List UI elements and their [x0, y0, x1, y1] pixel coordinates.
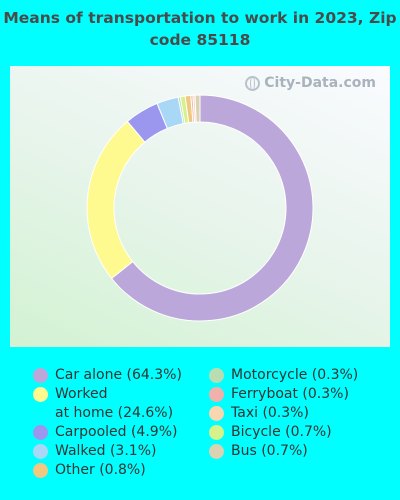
- donut-slice-0: [110, 94, 314, 322]
- legend-column-left: Car alone (64.3%) Worked at home (24.6%) Ca…: [33, 366, 182, 480]
- watermark-text: City-Data.com: [264, 75, 376, 91]
- legend-label: Motorcycle (0.3%): [231, 367, 359, 383]
- watermark: City-Data.com: [245, 75, 376, 91]
- donut-slice-9: [194, 94, 201, 123]
- legend-swatch: [209, 368, 224, 383]
- legend-item: Carpooled (4.9%): [33, 423, 182, 442]
- legend-swatch: [33, 425, 48, 440]
- legend-label: Worked: [55, 386, 108, 402]
- legend-swatch: [33, 444, 48, 459]
- legend-swatch: [209, 444, 224, 459]
- legend-label: at home (24.6%): [55, 405, 174, 421]
- legend-label: Carpooled (4.9%): [55, 424, 178, 440]
- legend-swatch: [33, 387, 48, 402]
- legend-label: Taxi (0.3%): [231, 405, 309, 421]
- plot-area: City-Data.com: [10, 66, 390, 347]
- legend-item: Other (0.8%): [33, 461, 182, 480]
- donut-chart: [86, 94, 314, 322]
- legend-swatch: [209, 406, 224, 421]
- legend-label: Other (0.8%): [55, 462, 146, 478]
- legend-swatch: [33, 368, 48, 383]
- legend-label: Walked (3.1%): [55, 443, 157, 459]
- donut-slice-1: [86, 120, 146, 280]
- legend-item: Walked (3.1%): [33, 442, 182, 461]
- legend-item: Car alone (64.3%): [33, 366, 182, 385]
- legend-item: Bicycle (0.7%): [209, 423, 358, 442]
- legend-label: Car alone (64.3%): [55, 367, 182, 383]
- legend-swatch: [209, 387, 224, 402]
- legend-item: Bus (0.7%): [209, 442, 358, 461]
- legend-swatch: [33, 463, 48, 478]
- legend-item: Motorcycle (0.3%): [209, 366, 358, 385]
- chart-title: Means of transportation to work in 2023,…: [3, 9, 397, 49]
- legend-item: Ferryboat (0.3%): [209, 385, 358, 404]
- globe-icon: [245, 75, 261, 91]
- legend-column-right: Motorcycle (0.3%) Ferryboat (0.3%) Taxi (0…: [209, 366, 358, 461]
- legend-item: Taxi (0.3%): [209, 404, 358, 423]
- legend-label: Bicycle (0.7%): [231, 424, 332, 440]
- legend-label: Ferryboat (0.3%): [231, 386, 349, 402]
- legend-item: Worked at home (24.6%): [33, 385, 182, 423]
- legend-label: Bus (0.7%): [231, 443, 308, 459]
- legend-swatch: [209, 425, 224, 440]
